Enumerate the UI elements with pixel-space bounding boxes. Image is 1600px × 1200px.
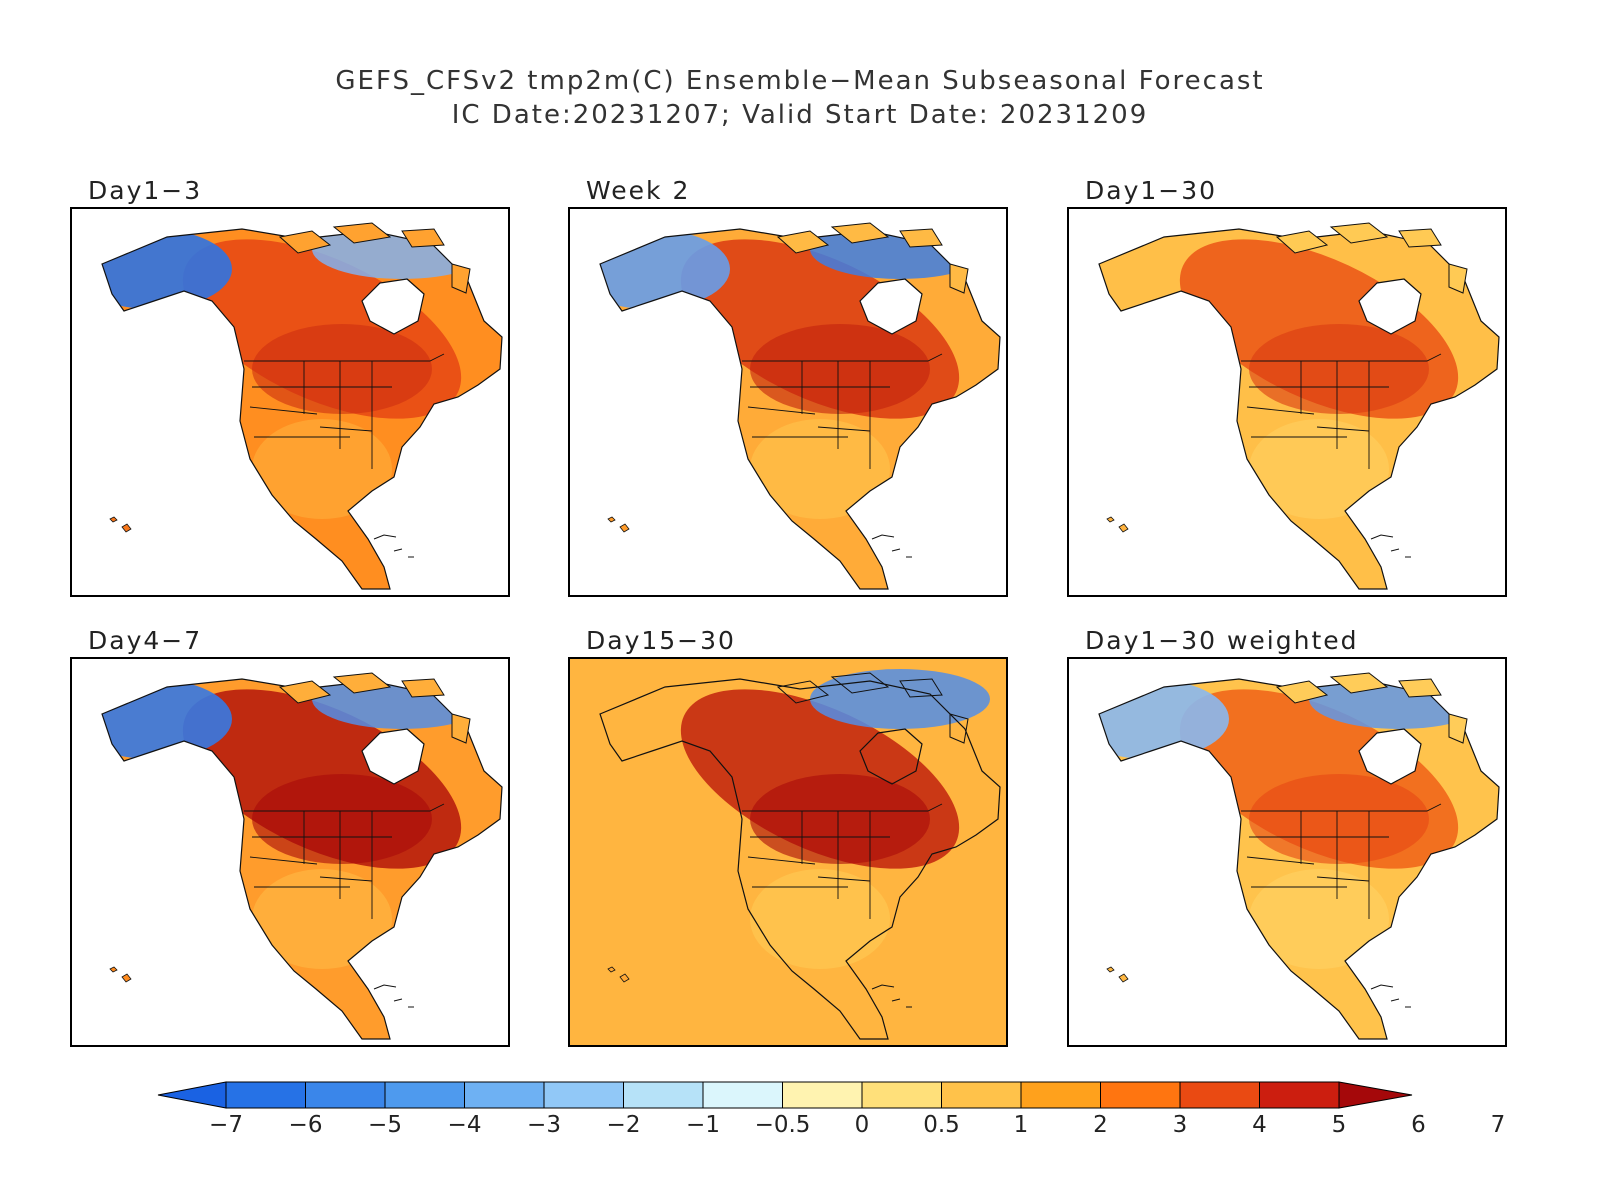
- colorbar-swatch: [623, 1081, 704, 1109]
- colorbar-swatch: [225, 1081, 306, 1109]
- colorbar-tick-label: 7: [1491, 1112, 1506, 1138]
- panel-label-day4-7: Day4−7: [88, 626, 203, 655]
- panel-label-day15-30: Day15−30: [586, 626, 736, 655]
- map-panel-week2: [568, 207, 1008, 597]
- colorbar-tick-label: 5: [1332, 1112, 1347, 1138]
- colorbar-tick-label: 1: [1014, 1112, 1029, 1138]
- colorbar-swatch: [1179, 1081, 1260, 1109]
- colorbar-swatch: [941, 1081, 1022, 1109]
- panel-label-week2: Week 2: [586, 176, 691, 205]
- colorbar-swatch: [782, 1081, 863, 1109]
- map-panel-day1-30: [1067, 207, 1507, 597]
- map-panel-day1-30-weighted: [1067, 657, 1507, 1047]
- colorbar-swatch: [1259, 1081, 1340, 1109]
- colorbar-swatch: [305, 1081, 386, 1109]
- colorbar-tick-label: −4: [448, 1112, 482, 1138]
- panel-label-day1-30: Day1−30: [1085, 176, 1218, 205]
- colorbar-tick-label: −1: [686, 1112, 720, 1138]
- colorbar-tick-label: −3: [527, 1112, 561, 1138]
- colorbar-swatch: [384, 1081, 465, 1109]
- panel-label-day1-3: Day1−3: [88, 176, 203, 205]
- colorbar-swatch: [861, 1081, 942, 1109]
- colorbar-tick-label: 2: [1093, 1112, 1108, 1138]
- colorbar-tick-label: −7: [209, 1112, 243, 1138]
- colorbar-tick-label: 3: [1173, 1112, 1188, 1138]
- colorbar-arrow-low: [157, 1081, 227, 1109]
- colorbar-arrow-high: [1338, 1081, 1413, 1109]
- colorbar-tick-label: 0.5: [923, 1112, 960, 1138]
- colorbar-swatch: [1100, 1081, 1181, 1109]
- colorbar-swatch: [464, 1081, 545, 1109]
- map-panel-day15-30: [568, 657, 1008, 1047]
- colorbar-tick-label: −2: [607, 1112, 641, 1138]
- figure-title: GEFS_CFSv2 tmp2m(C) Ensemble−Mean Subsea…: [335, 66, 1265, 96]
- colorbar-tick-label: 0: [855, 1112, 870, 1138]
- colorbar-tick-label: 6: [1411, 1112, 1426, 1138]
- colorbar-tick-label: −0.5: [755, 1112, 811, 1138]
- figure-subtitle: IC Date:20231207; Valid Start Date: 2023…: [451, 100, 1149, 130]
- colorbar-swatch: [543, 1081, 624, 1109]
- panel-label-day1-30-weighted: Day1−30 weighted: [1085, 626, 1359, 655]
- colorbar-swatch: [1020, 1081, 1101, 1109]
- colorbar-swatch: [702, 1081, 783, 1109]
- map-panel-day1-3: [70, 207, 510, 597]
- colorbar-tick-label: −6: [289, 1112, 323, 1138]
- map-panel-day4-7: [70, 657, 510, 1047]
- colorbar-tick-label: 4: [1252, 1112, 1267, 1138]
- colorbar-tick-label: −5: [368, 1112, 402, 1138]
